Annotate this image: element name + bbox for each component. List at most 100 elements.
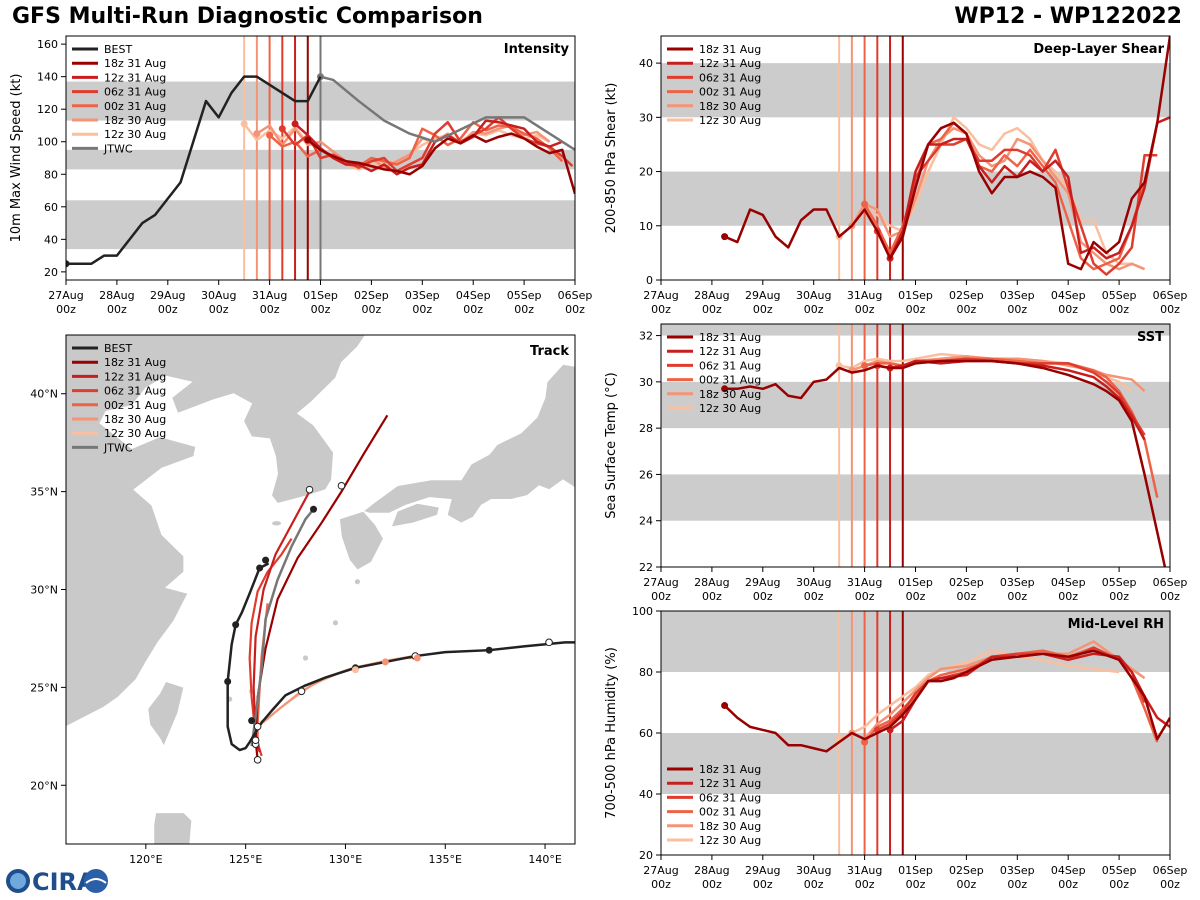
intensity-xtick-label: 04Sep [456,289,491,302]
sst-series-line [724,359,1167,567]
rh-band [661,611,1170,672]
rh-xtick-label: 00z [1058,878,1078,891]
rh-xtick-label: 30Aug [796,864,831,877]
sst-series-start-point [721,385,729,393]
rh-series-line [851,640,1146,741]
track-ytick-label: 40°N [30,388,58,401]
agency-emblem-icon [84,869,108,893]
track-position-marker [262,556,270,564]
shear-xtick-label: 00z [1058,303,1078,316]
track-legend-label: 12z 31 Aug [104,370,166,383]
shear-xtick-label: 06Sep [1153,289,1188,302]
sst-legend-label: 18z 31 Aug [699,331,761,344]
intensity-xtick-label: 01Sep [303,289,338,302]
track-line [226,559,575,752]
rh-xtick-label: 04Sep [1051,864,1086,877]
sst-ytick-label: 26 [639,468,653,481]
track-xtick-label: 135°E [429,853,462,866]
intensity-xtick-label: 00z [209,303,229,316]
track-position-marker [256,564,264,572]
intensity-xtick-label: 02Sep [354,289,389,302]
sst-xtick-label: 00z [804,590,824,603]
rh-legend-label: 06z 31 Aug [699,791,761,804]
taiwan-land [147,681,185,748]
intensity-xtick-label: 05Sep [507,289,542,302]
intensity-series-start-point [278,125,286,133]
globe-inner-icon [10,873,26,889]
rh-xtick-label: 00z [906,878,926,891]
shear-xtick-label: 29Aug [745,289,780,302]
rh-xtick-label: 00z [702,878,722,891]
sst-xtick-label: 01Sep [898,576,933,589]
kyushu-land [339,510,384,571]
sst-band [661,381,1170,429]
rh-legend-label: 18z 31 Aug [699,763,761,776]
shear-xtick-label: 30Aug [796,289,831,302]
storm-id-title: WP12 - WP122022 [954,4,1182,29]
intensity-series-line [307,132,575,195]
shear-xtick-label: 02Sep [949,289,984,302]
intensity-plot-area [66,36,575,280]
rh-xtick-label: 28Aug [694,864,729,877]
track-forecast-marker [297,687,306,696]
intensity-xtick-label: 29Aug [150,289,185,302]
rh-xtick-label: 00z [1160,878,1180,891]
sst-ytick-label: 30 [639,376,653,389]
sst-xtick-label: 03Sep [1000,576,1035,589]
intensity-xtick-label: 00z [107,303,127,316]
shear-xtick-label: 00z [651,303,671,316]
track-legend-label: 06z 31 Aug [104,385,166,398]
track-xtick-label: 125°E [229,853,262,866]
sst-ytick-label: 32 [639,330,653,343]
sst-xtick-label: 00z [906,590,926,603]
track-chart: 120°E 125°E 130°E 135°E 140°E 20°N 25°N 30°N 35°… [30,334,576,866]
track-line [256,656,418,728]
rh-xtick-label: 29Aug [745,864,780,877]
track-position-marker [351,666,359,674]
track-xtick-label: 120°E [129,853,162,866]
sst-xtick-label: 00z [702,590,722,603]
track-title: Track [530,344,569,359]
rh-chart: 2040608010027Aug00z28Aug00z29Aug00z30Aug… [604,605,1187,891]
track-legend-label: 18z 31 Aug [104,356,166,369]
intensity-ytick-label: 160 [37,38,58,51]
track-xtick-label: 140°E [528,853,561,866]
shear-xtick-label: 00z [804,303,824,316]
track-position-marker [224,678,232,686]
intensity-xtick-label: 00z [158,303,178,316]
rh-ytick-label: 20 [639,849,653,862]
sst-xtick-label: 04Sep [1051,576,1086,589]
intensity-chart: 2040608010012014016027Aug00z28Aug00z29Au… [9,35,592,316]
sst-xtick-label: 00z [855,590,875,603]
shear-xtick-label: 31Aug [847,289,882,302]
track-position-marker [485,646,493,654]
intensity-xtick-label: 00z [412,303,432,316]
intensity-series-start-point [240,120,248,128]
rh-xtick-label: 00z [855,878,875,891]
ryukyu-island [302,655,309,661]
track-forecast-marker [305,485,314,494]
rh-ytick-label: 100 [632,605,653,618]
intensity-xtick-label: 00z [56,303,76,316]
ryukyu-island [332,620,339,626]
shear-ytick-label: 20 [639,166,653,179]
sst-xtick-label: 00z [1007,590,1027,603]
rh-xtick-label: 06Sep [1153,864,1188,877]
track-forecast-marker [545,638,553,647]
rh-xtick-label: 31Aug [847,864,882,877]
shear-xtick-label: 00z [957,303,977,316]
rh-ylabel: 700-500 hPa Humidity (%) [604,647,619,819]
intensity-series-line [66,75,322,265]
intensity-ytick-label: 80 [44,168,58,181]
sst-title: SST [1137,330,1164,345]
sst-ytick-label: 22 [639,561,653,574]
shear-ytick-label: 30 [639,111,653,124]
sst-series-start-point [861,362,869,370]
sst-xtick-label: 06Sep [1153,576,1188,589]
track-legend-label: 18z 30 Aug [104,413,166,426]
sst-band [661,474,1170,521]
intensity-series-start-point [304,136,312,144]
intensity-legend-label: BEST [104,43,132,56]
intensity-series-line [294,119,563,176]
intensity-legend-label: 06z 31 Aug [104,86,166,99]
